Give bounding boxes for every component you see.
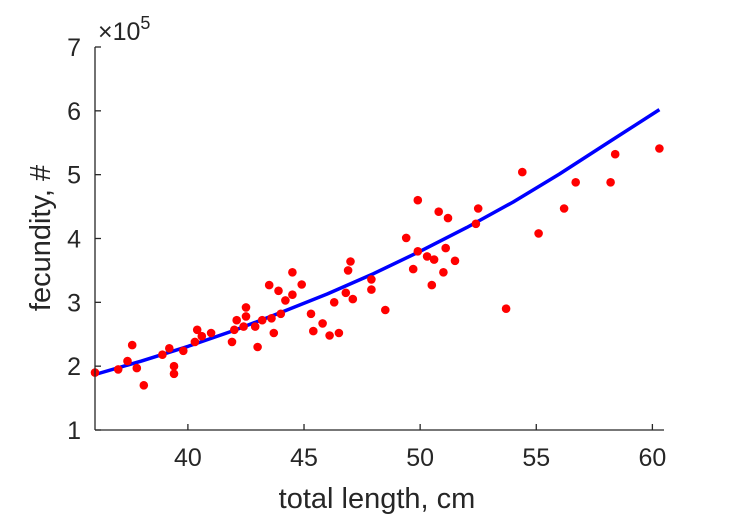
data-point [230,325,239,335]
x-tick-label: 55 [522,444,550,472]
y-tick-label: 1 [67,417,81,445]
data-point [429,255,439,264]
y-tick-label: 7 [67,34,81,62]
x-tick-label: 60 [638,444,666,472]
data-point [165,344,174,353]
data-point [232,315,241,325]
y-tick-label: 3 [67,289,81,317]
data-point [450,256,460,266]
data-point [227,337,237,347]
data-point [413,247,423,256]
data-point [123,356,132,366]
data-point [341,288,351,298]
x-tick-label: 45 [290,444,318,472]
data-point [179,346,188,356]
data-point [610,149,620,159]
data-point [192,325,202,335]
data-point [367,285,376,294]
data-point [606,178,615,187]
data-point [655,144,664,153]
data-point [113,365,123,374]
x-axis-label: total length, cm [279,483,476,515]
data-point [169,361,179,371]
data-point [267,314,276,323]
data-point [434,207,444,216]
data-point [471,219,481,229]
data-point [276,309,286,319]
data-point [127,340,137,350]
data-point [281,296,290,305]
scatter-points-layer [90,144,664,390]
data-point [408,264,418,274]
data-point [443,213,453,223]
data-point [413,195,423,205]
data-point [257,315,267,325]
data-point [325,331,334,340]
data-point [288,290,297,300]
data-point [309,326,318,336]
x-ticks: 40 45 50 55 60 [174,424,666,472]
data-point [241,303,251,312]
data-point [190,337,200,347]
data-point [439,268,448,277]
data-point [253,342,262,352]
data-point [318,319,327,328]
data-point [139,381,149,390]
data-point [473,204,483,213]
y-multiplier-exponent: 5 [140,13,150,33]
data-point [367,275,376,284]
data-point [329,298,339,307]
data-point [158,350,167,360]
data-point [571,178,580,187]
data-point [422,252,432,261]
data-point [518,167,527,177]
data-point [288,268,297,277]
data-point [197,331,207,341]
data-point [241,312,251,321]
data-point [343,266,353,275]
y-tick-label: 4 [67,226,81,254]
fit-curve-layer [94,108,661,377]
data-point [334,328,344,338]
y-multiplier-label: ×105 [98,13,150,46]
data-point [264,280,274,290]
y-tick-label: 6 [67,98,81,126]
data-point [559,204,569,213]
data-point [206,328,216,338]
data-point [381,305,390,315]
data-point [169,369,179,379]
data-point [274,286,283,296]
data-point [132,363,142,373]
x-tick-label: 50 [406,444,434,472]
data-point [250,322,260,331]
y-axis-label: fecundity, # [25,165,57,311]
data-point [441,243,451,253]
data-point [534,229,543,238]
data-point [297,280,307,289]
y-tick-label: 5 [67,162,81,190]
data-point [401,233,411,243]
y-tick-label: 2 [67,353,81,381]
x-tick-label: 40 [174,444,202,472]
data-point [269,328,279,338]
data-point [239,322,248,331]
y-ticks: 1 2 3 4 5 6 7 [67,34,101,445]
data-point [348,294,358,304]
data-point [346,257,355,266]
data-point [427,280,437,290]
data-point [306,309,316,319]
data-point [501,304,511,314]
fit-curve [94,108,661,377]
